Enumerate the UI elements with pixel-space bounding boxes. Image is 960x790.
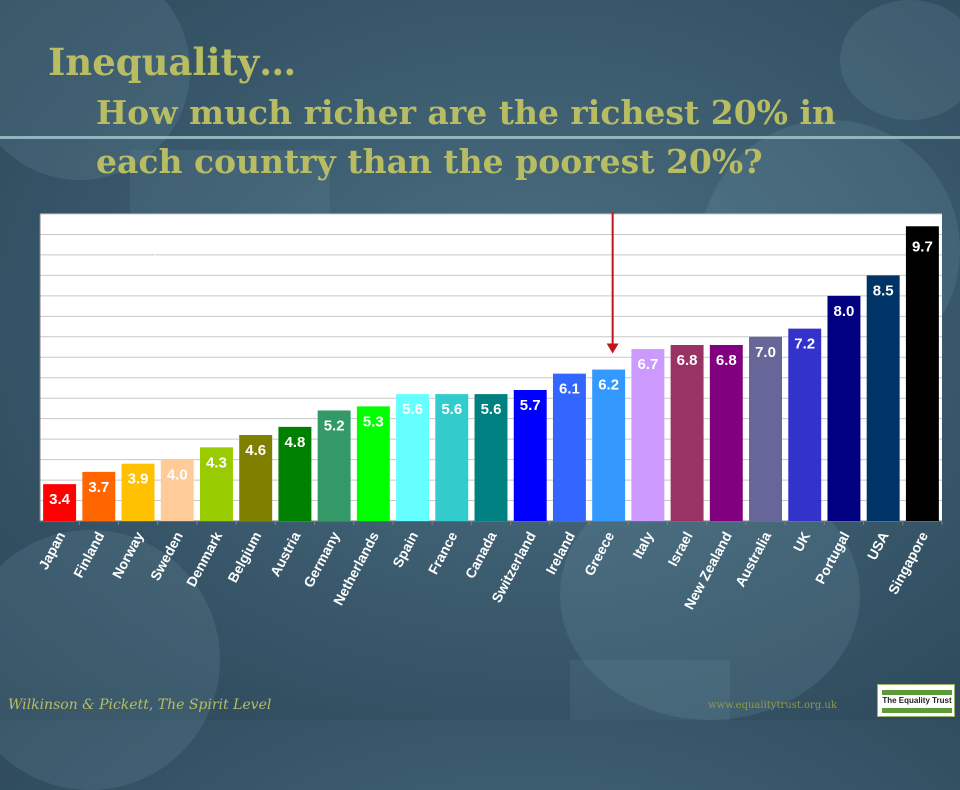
data-label: 8.0 bbox=[834, 303, 855, 320]
bar bbox=[43, 484, 77, 521]
bar bbox=[121, 463, 155, 521]
data-label: 4.3 bbox=[206, 454, 227, 471]
x-tick-label: Japan bbox=[35, 529, 68, 572]
data-label: 7.0 bbox=[755, 344, 776, 361]
logo-stripe bbox=[882, 708, 952, 713]
x-tick-label: Greece bbox=[581, 529, 618, 579]
logo-stripe bbox=[882, 690, 952, 695]
bar bbox=[278, 426, 312, 521]
bar bbox=[160, 459, 194, 521]
chart-annotation: Income gaps How many times richer are th… bbox=[51, 222, 211, 270]
bar-chart: 3.4 Japan 3.7 Finland 3.9 Norway 4.0 Sweden 4.3 D… bbox=[35, 212, 943, 597]
bar bbox=[396, 394, 430, 521]
equality-trust-logo: The Equality Trust bbox=[877, 684, 955, 717]
x-tick-label: Austria bbox=[267, 529, 304, 579]
x-tick-label: Ireland bbox=[542, 529, 578, 577]
data-label: 5.3 bbox=[363, 413, 384, 430]
bar bbox=[827, 295, 861, 521]
data-label: 6.1 bbox=[559, 381, 580, 398]
bar bbox=[513, 390, 547, 521]
data-label: 5.7 bbox=[520, 397, 541, 414]
x-tick-label: Portugal bbox=[812, 529, 853, 587]
data-label: 3.7 bbox=[88, 479, 109, 496]
bar bbox=[356, 406, 390, 521]
bar bbox=[631, 349, 665, 521]
chart-subtitle: How many times richer are the richest fi… bbox=[51, 234, 202, 269]
chart-title: Income gaps bbox=[51, 222, 119, 233]
x-tick-label: Australia bbox=[732, 529, 774, 590]
bar bbox=[866, 275, 900, 521]
data-label: 9.7 bbox=[912, 238, 933, 255]
data-label: 4.6 bbox=[245, 442, 266, 459]
x-tick-label: Singapore bbox=[885, 529, 931, 597]
data-label: 5.6 bbox=[441, 401, 462, 418]
x-tick-label: France bbox=[425, 529, 461, 577]
x-tick-label: Germany bbox=[300, 529, 343, 590]
x-tick-label: Finland bbox=[70, 529, 107, 580]
bar bbox=[239, 435, 273, 521]
data-label: 6.8 bbox=[677, 352, 698, 369]
title-divider bbox=[0, 136, 960, 139]
bar bbox=[905, 226, 939, 521]
source-citation: Wilkinson & Pickett, The Spirit Level bbox=[8, 697, 272, 713]
bar bbox=[552, 373, 586, 521]
data-label: 8.5 bbox=[873, 282, 894, 299]
bar bbox=[709, 344, 743, 521]
data-label: 3.9 bbox=[128, 471, 149, 488]
x-tick-label: Spain bbox=[389, 529, 421, 570]
background-circle bbox=[840, 0, 960, 120]
bar bbox=[317, 410, 351, 521]
x-tick-label: UK bbox=[790, 529, 814, 554]
bar bbox=[82, 471, 116, 521]
data-label: 5.6 bbox=[481, 401, 502, 418]
data-label: 5.2 bbox=[324, 417, 345, 434]
data-label: 4.8 bbox=[284, 434, 305, 451]
data-label: 6.8 bbox=[716, 352, 737, 369]
data-label: 5.6 bbox=[402, 401, 423, 418]
background-square bbox=[570, 660, 730, 720]
x-tick-label: Israel bbox=[664, 529, 695, 569]
logo-text: The Equality Trust bbox=[882, 696, 952, 705]
bar bbox=[749, 336, 782, 521]
slide-title: Inequality… bbox=[48, 40, 297, 84]
bar bbox=[788, 328, 822, 521]
data-label: 3.4 bbox=[49, 491, 71, 508]
highlight-arrow-head bbox=[606, 343, 619, 354]
bar bbox=[670, 344, 704, 521]
data-label: 6.7 bbox=[637, 356, 658, 373]
bar bbox=[592, 369, 626, 521]
x-tick-label: Belgium bbox=[224, 529, 264, 585]
data-label: 4.0 bbox=[167, 467, 188, 484]
bar bbox=[435, 394, 469, 521]
slide-subtitle: How much richer are the richest 20% in e… bbox=[96, 93, 837, 181]
x-tick-label: USA bbox=[864, 529, 892, 563]
x-tick-label: Italy bbox=[629, 529, 656, 561]
x-tick-label: Norway bbox=[109, 529, 147, 581]
x-tick-label: Sweden bbox=[147, 529, 186, 583]
bar bbox=[200, 447, 233, 521]
data-label: 6.2 bbox=[598, 377, 619, 394]
data-label: 7.2 bbox=[794, 336, 815, 353]
x-tick-label: Canada bbox=[462, 529, 500, 581]
bar bbox=[474, 394, 508, 521]
x-tick-label: Denmark bbox=[183, 529, 225, 590]
website-link[interactable]: www.equalitytrust.org.uk bbox=[708, 700, 837, 711]
